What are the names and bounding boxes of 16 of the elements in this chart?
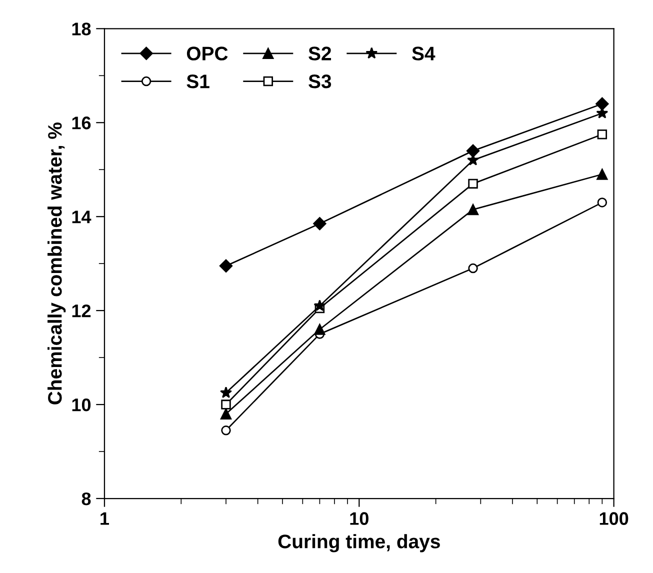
legend-label: S1 <box>186 74 210 88</box>
x-axis-title: Curing time, days <box>278 534 440 552</box>
y-tick-label: 10 <box>72 398 91 412</box>
legend-label: S3 <box>308 74 332 88</box>
y-axis-title: Chemically combined water, % <box>48 122 66 404</box>
x-tick-label: 10 <box>350 512 368 525</box>
legend-label: OPC <box>186 46 228 60</box>
x-tick-label: 1 <box>100 512 109 525</box>
y-tick-label: 12 <box>72 304 91 318</box>
legend-label: S2 <box>308 46 332 60</box>
y-tick-label: 18 <box>72 22 91 36</box>
legend-label: S4 <box>412 46 436 60</box>
y-tick-label: 14 <box>72 210 92 224</box>
y-tick-label: 16 <box>72 116 91 130</box>
y-tick-label: 8 <box>82 492 91 506</box>
x-tick-label: 100 <box>600 512 628 525</box>
